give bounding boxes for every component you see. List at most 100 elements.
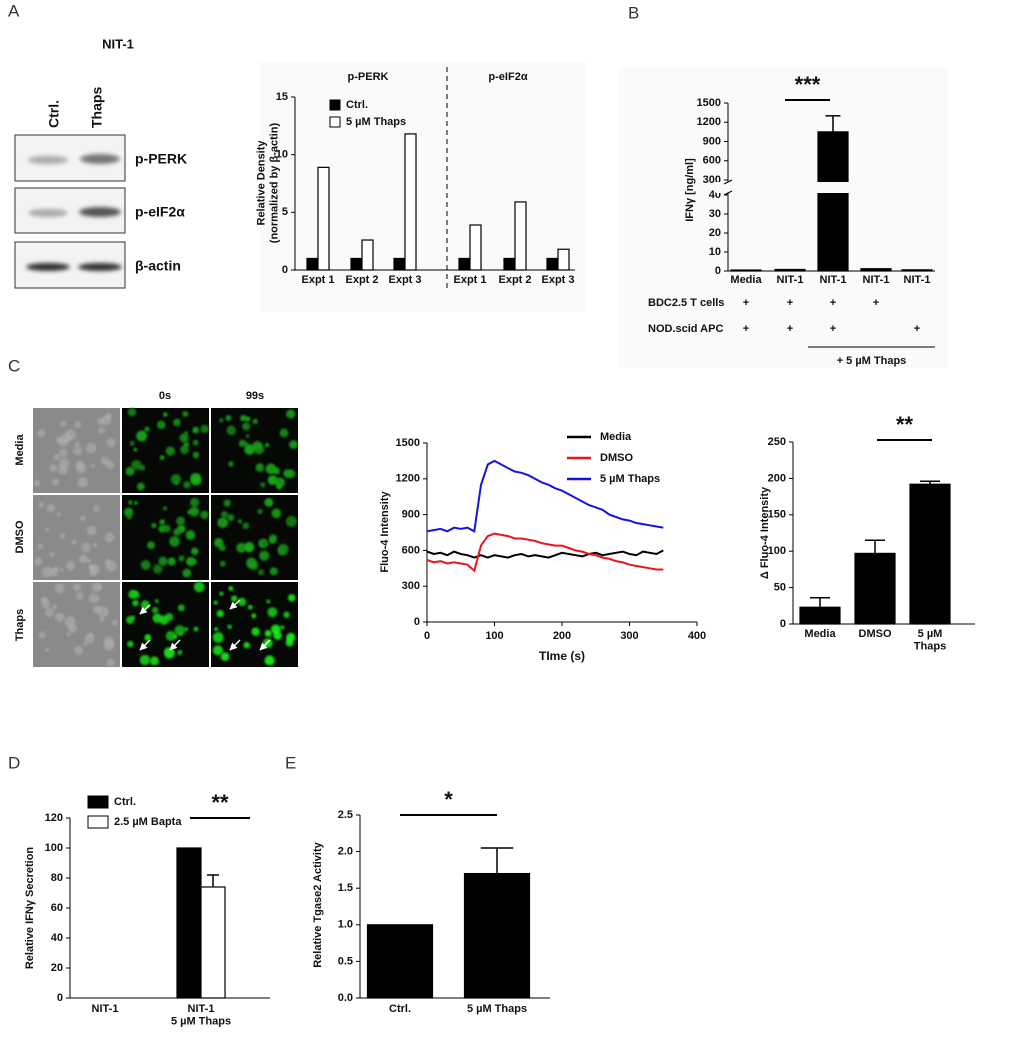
bar xyxy=(393,257,406,271)
x-tick-label: NIT-1 xyxy=(92,1003,119,1015)
cell xyxy=(200,510,209,520)
cell xyxy=(89,563,100,574)
cell xyxy=(158,556,168,566)
cell xyxy=(73,583,82,591)
cell xyxy=(45,648,50,653)
cell xyxy=(66,632,72,637)
bar xyxy=(774,268,806,272)
condition-label: NOD.scid APC xyxy=(648,323,723,335)
bar xyxy=(317,166,330,271)
panel-label: E xyxy=(285,753,296,772)
bar xyxy=(860,268,892,272)
cell xyxy=(243,641,250,649)
band-label: p-PERK xyxy=(135,151,187,167)
cell xyxy=(163,524,171,533)
x-tick-label: Media xyxy=(730,274,762,286)
y-tick-label: 0 xyxy=(282,264,288,276)
cell xyxy=(213,600,218,605)
y-tick-label: 10 xyxy=(709,246,721,258)
bar xyxy=(463,872,531,999)
y-tick-label: 100 xyxy=(768,545,786,557)
bar xyxy=(176,847,202,999)
x-tick-label: Expt 2 xyxy=(498,274,531,286)
cell xyxy=(111,619,118,626)
cell xyxy=(138,464,146,471)
cell xyxy=(242,422,251,431)
cell xyxy=(264,655,275,666)
y-tick-label: 600 xyxy=(703,155,721,167)
cell xyxy=(265,463,277,475)
y-tick-label: 0.5 xyxy=(338,955,353,967)
cell xyxy=(123,507,134,517)
cell xyxy=(279,428,289,438)
bar xyxy=(909,483,951,625)
cell xyxy=(182,568,192,578)
bar xyxy=(350,257,363,271)
band xyxy=(28,156,68,164)
cell xyxy=(191,558,198,565)
cell xyxy=(55,612,65,622)
cell xyxy=(128,589,138,599)
bar xyxy=(306,257,319,271)
legend-label: 5 µM Thaps xyxy=(346,116,406,128)
cell xyxy=(144,426,150,432)
bar xyxy=(366,924,434,999)
bar xyxy=(200,886,226,999)
cell xyxy=(162,412,168,417)
cell xyxy=(33,479,41,486)
legend-label: Ctrl. xyxy=(346,99,368,111)
cell xyxy=(133,447,138,452)
cell xyxy=(128,500,133,505)
cell xyxy=(246,557,257,569)
cell xyxy=(176,516,186,526)
group-title: p-PERK xyxy=(348,71,389,83)
cell xyxy=(126,616,135,625)
western-blot: NIT-1 Ctrl. Thaps p-PERK p-eIF2α β-actin xyxy=(14,36,187,289)
y-axis-label: IFNγ [ng/ml] xyxy=(684,158,696,222)
cell xyxy=(182,410,189,418)
cell xyxy=(242,522,250,530)
y-tick-label: 0 xyxy=(715,265,721,277)
cell xyxy=(65,560,76,571)
y-tick-label: 40 xyxy=(51,932,63,944)
cell xyxy=(162,506,168,511)
cell xyxy=(269,567,278,576)
cell xyxy=(100,456,110,466)
x-tick-label: 400 xyxy=(688,630,706,642)
y-tick-label: 10 xyxy=(276,149,288,161)
cell xyxy=(260,482,266,488)
cell xyxy=(38,631,46,639)
cell xyxy=(257,508,263,515)
cell xyxy=(283,611,290,619)
cell xyxy=(159,519,166,525)
y-tick-label: 2.0 xyxy=(338,846,353,858)
y-tick-label: 1200 xyxy=(697,116,721,128)
cell xyxy=(192,451,200,459)
y-tick-label: 50 xyxy=(774,582,786,594)
x-tick-label: Expt 1 xyxy=(453,274,486,286)
cell xyxy=(127,640,134,648)
cell xyxy=(53,453,61,461)
cell xyxy=(259,550,270,561)
cell xyxy=(132,599,139,607)
cell xyxy=(266,599,271,604)
cell xyxy=(264,498,274,507)
arrow xyxy=(259,639,271,651)
cell xyxy=(56,512,61,517)
cell xyxy=(285,515,297,527)
cell xyxy=(152,564,163,574)
cell xyxy=(243,541,255,553)
cell xyxy=(183,441,190,448)
cell xyxy=(152,613,163,623)
panel-label: A xyxy=(8,1,20,20)
band-label: β-actin xyxy=(135,258,181,274)
bar xyxy=(503,257,516,271)
cell xyxy=(236,542,247,553)
cell xyxy=(159,455,165,461)
panel-label: B xyxy=(628,3,639,22)
cell xyxy=(251,627,260,636)
cell xyxy=(71,539,77,545)
bar xyxy=(901,269,933,272)
cell xyxy=(131,459,142,471)
